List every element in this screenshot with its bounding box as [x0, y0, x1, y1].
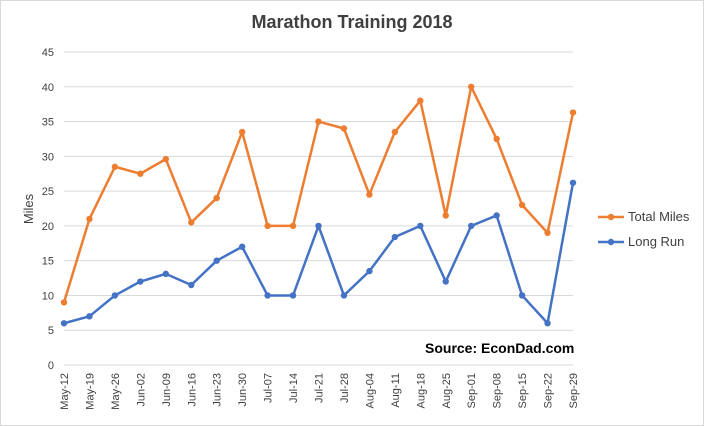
data-point [442, 278, 449, 285]
x-tick-label: Sep-15 [517, 373, 529, 408]
y-tick-label: 0 [48, 360, 54, 372]
legend-swatch-marker [607, 238, 615, 246]
x-tick-label: Sep-01 [466, 373, 478, 408]
data-point [417, 222, 424, 230]
data-point [468, 83, 475, 90]
data-point [86, 215, 93, 223]
x-tick-label: May-12 [59, 373, 71, 410]
data-point [366, 191, 373, 198]
data-point [315, 222, 322, 230]
data-point [340, 292, 348, 299]
legend-swatch-marker [607, 213, 615, 221]
data-point [137, 278, 144, 285]
data-point [213, 257, 220, 264]
x-tick-label: Jun-16 [186, 373, 198, 407]
data-point [264, 222, 271, 230]
data-point [238, 243, 246, 250]
x-tick-label: Sep-22 [543, 373, 555, 408]
data-point [569, 179, 577, 186]
data-point [391, 128, 399, 136]
data-point [544, 229, 551, 237]
x-tick-label: Jun-09 [161, 373, 173, 407]
data-point [569, 109, 577, 116]
data-point [493, 135, 500, 143]
data-point [315, 118, 322, 125]
data-point [86, 313, 93, 320]
y-tick-label: 5 [48, 325, 54, 337]
source-annotation: Source: EconDad.com [425, 340, 574, 356]
data-point [162, 155, 169, 163]
y-axis-label: Miles [21, 193, 36, 224]
data-point [238, 128, 246, 136]
data-point [391, 233, 399, 241]
x-tick-label: Jun-30 [237, 373, 249, 407]
y-tick-label: 15 [42, 256, 54, 268]
x-tick-label: Jul-28 [339, 373, 351, 403]
y-tick-label: 20 [42, 221, 54, 233]
data-point [442, 212, 449, 219]
data-point [366, 267, 373, 275]
data-point [468, 222, 475, 230]
series-layer [60, 83, 577, 327]
y-tick-label: 30 [42, 151, 54, 163]
data-point [264, 292, 271, 299]
x-axis-ticks: May-12 May-19 May-26 Jun-02 Jun-09 Jun-16 Jun-… [59, 373, 580, 410]
data-point [60, 299, 68, 306]
legend-label: Total Miles [628, 209, 690, 224]
y-axis-ticks: 0 5 10 15 20 25 30 35 40 45 [42, 47, 54, 372]
x-tick-label: Sep-08 [492, 373, 504, 408]
x-tick-label: Aug-04 [364, 373, 376, 408]
y-tick-label: 10 [42, 290, 54, 302]
x-tick-label: Sep-29 [568, 373, 580, 408]
data-point [289, 292, 297, 299]
x-tick-label: Jul-07 [263, 373, 275, 403]
data-point [111, 292, 119, 299]
y-tick-label: 35 [42, 117, 54, 129]
data-point [60, 320, 68, 327]
legend: Total Miles Long Run [598, 209, 690, 249]
y-tick-label: 40 [42, 82, 54, 94]
x-tick-label: Jul-14 [288, 373, 300, 403]
gridlines [64, 51, 573, 366]
data-point [518, 201, 526, 209]
x-tick-label: May-26 [110, 373, 122, 410]
data-point [137, 170, 144, 177]
data-point [111, 163, 119, 170]
x-tick-label: Jun-02 [135, 373, 147, 407]
data-point [213, 194, 220, 202]
chart-title: Marathon Training 2018 [251, 12, 452, 32]
y-tick-label: 25 [42, 186, 54, 198]
x-tick-label: Aug-18 [415, 373, 427, 408]
x-tick-label: Aug-11 [390, 373, 402, 408]
data-point [162, 270, 169, 278]
x-tick-label: May-19 [84, 373, 96, 410]
data-point [188, 219, 195, 226]
x-tick-label: Aug-25 [441, 373, 453, 408]
data-point [493, 212, 500, 219]
data-point [340, 125, 348, 132]
data-point [289, 222, 297, 230]
series-line [63, 182, 575, 325]
y-tick-label: 45 [42, 47, 54, 59]
x-tick-label: Jun-23 [212, 373, 224, 407]
data-point [518, 292, 526, 299]
data-point [417, 97, 424, 104]
x-tick-label: Jul-21 [314, 373, 326, 403]
data-point [544, 320, 551, 327]
data-point [188, 281, 195, 289]
legend-label: Long Run [628, 234, 684, 249]
